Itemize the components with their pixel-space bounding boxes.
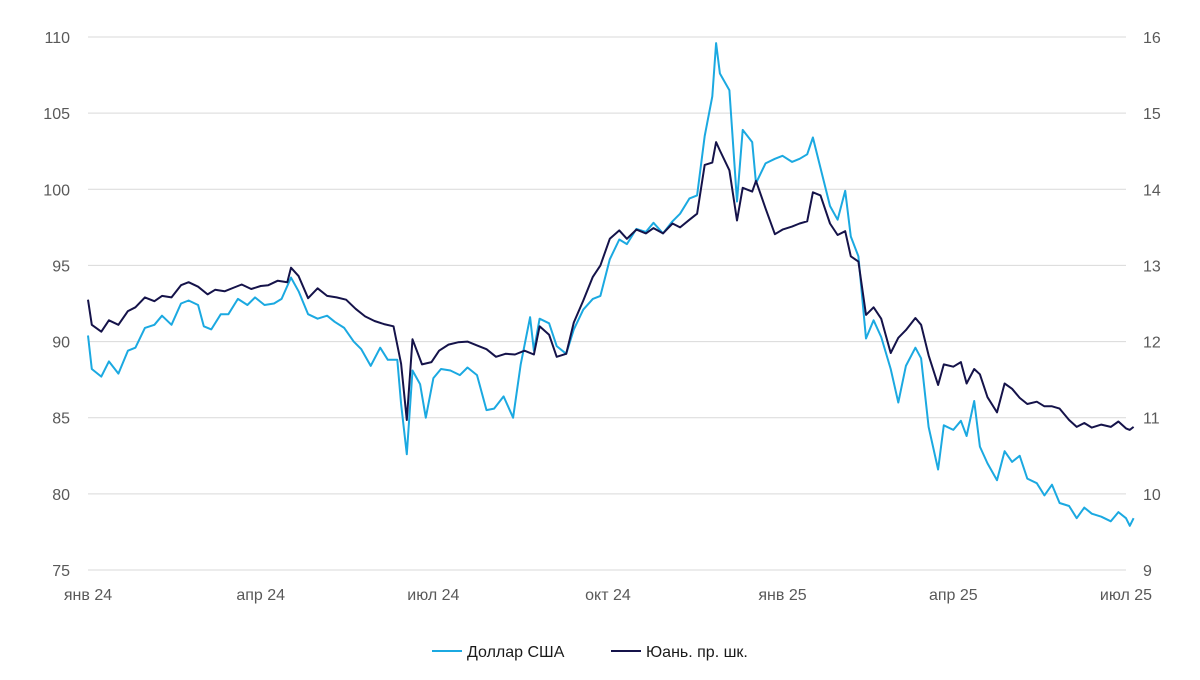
x-tick-label: июл 24 bbox=[407, 587, 459, 604]
y-right-tick-label: 13 bbox=[1143, 258, 1161, 275]
x-tick-label: апр 25 bbox=[929, 587, 978, 604]
series-line-usd bbox=[87, 42, 1135, 527]
y-left-tick-label: 75 bbox=[52, 563, 70, 580]
y-left-tick-label: 100 bbox=[43, 182, 70, 199]
y-left-tick-label: 80 bbox=[52, 487, 70, 504]
y-right-tick-label: 16 bbox=[1143, 30, 1161, 47]
x-tick-label: июл 25 bbox=[1100, 587, 1152, 604]
x-axis: янв 24 апр 24 июл 24 окт 24 янв 25 апр 25 июл … bbox=[64, 587, 1152, 604]
y-left-tick-label: 90 bbox=[52, 335, 70, 352]
y-left-tick-label: 110 bbox=[44, 30, 70, 47]
y-left-tick-label: 85 bbox=[52, 411, 70, 428]
y-left-tick-label: 105 bbox=[43, 106, 70, 123]
y-right-tick-label: 11 bbox=[1143, 411, 1160, 428]
right-y-axis: 9 10 11 12 13 14 15 16 bbox=[1143, 30, 1161, 580]
left-y-axis: 75 80 85 90 95 100 105 110 bbox=[43, 30, 70, 580]
x-tick-label: апр 24 bbox=[236, 587, 285, 604]
gridlines bbox=[88, 36, 1126, 571]
legend-label-usd: Доллар США bbox=[467, 644, 565, 661]
y-right-tick-label: 14 bbox=[1143, 182, 1161, 199]
y-right-tick-label: 9 bbox=[1143, 563, 1152, 580]
y-right-tick-label: 12 bbox=[1143, 335, 1161, 352]
series-layer bbox=[87, 42, 1135, 527]
y-right-tick-label: 10 bbox=[1143, 487, 1161, 504]
series-line-cny bbox=[87, 141, 1135, 431]
y-left-tick-label: 95 bbox=[52, 258, 70, 275]
legend-label-cny: Юань. пр. шк. bbox=[646, 644, 748, 661]
x-tick-label: окт 24 bbox=[585, 587, 631, 604]
legend: Доллар США Юань. пр. шк. bbox=[432, 644, 748, 661]
x-tick-label: янв 24 bbox=[64, 587, 112, 604]
x-tick-label: янв 25 bbox=[758, 587, 806, 604]
y-right-tick-label: 15 bbox=[1143, 106, 1161, 123]
